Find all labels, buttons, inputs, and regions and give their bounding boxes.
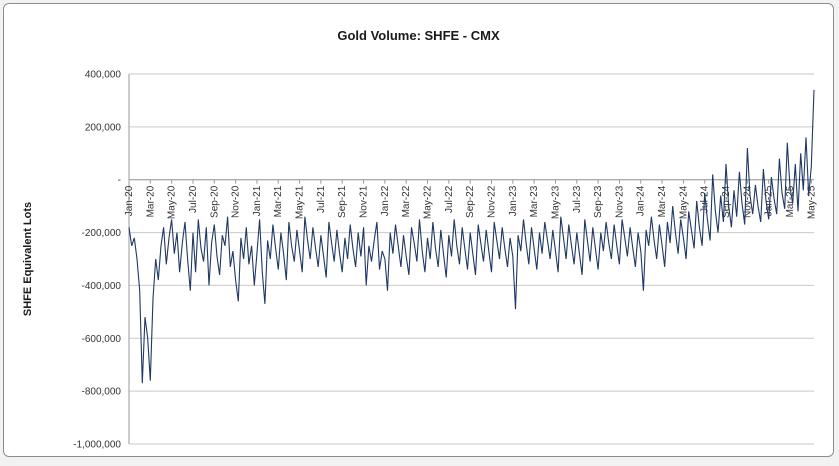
x-tick-label: May-25 <box>806 185 817 219</box>
x-tick-label: Mar-21 <box>273 185 284 217</box>
x-tick-label: Jul-20 <box>188 185 199 213</box>
x-tick-label: Sep-23 <box>593 185 604 218</box>
x-tick-label: Mar-22 <box>401 185 412 217</box>
x-tick-label: Mar-20 <box>145 185 156 217</box>
x-tick-label: Sep-22 <box>465 185 476 218</box>
x-tick-label: Jan-25 <box>764 185 775 216</box>
x-tick-label: Mar-23 <box>529 185 540 217</box>
x-tick-label: Nov-21 <box>359 185 370 218</box>
x-tick-label: Jan-21 <box>252 185 263 216</box>
x-tick-label: Nov-20 <box>231 185 242 218</box>
y-tick-label: 200,000 <box>85 122 122 133</box>
x-tick-label: Jan-22 <box>380 185 391 216</box>
y-tick-label: 400,000 <box>85 70 122 81</box>
x-tick-label: Nov-23 <box>614 185 625 218</box>
x-tick-label: May-21 <box>295 185 306 219</box>
x-tick-label: Jan-23 <box>508 185 519 216</box>
x-tick-label: Nov-24 <box>742 185 753 218</box>
y-tick-label: -600,000 <box>82 334 122 345</box>
y-tick-label: -400,000 <box>82 281 122 292</box>
x-tick-label: May-23 <box>550 185 561 219</box>
series-line <box>128 89 815 384</box>
y-tick-label: -800,000 <box>82 387 122 398</box>
chart-card: Gold Volume: SHFE - CMX SHFE Equivalent … <box>3 3 834 457</box>
x-tick-label: Nov-22 <box>486 185 497 218</box>
y-tick-label: - <box>118 175 121 186</box>
x-tick-label: May-20 <box>167 185 178 219</box>
y-tick-label: -200,000 <box>82 228 122 239</box>
x-tick-label: Jan-20 <box>124 185 135 216</box>
x-tick-label: Jan-24 <box>636 185 647 216</box>
chart-title: Gold Volume: SHFE - CMX <box>337 28 500 43</box>
x-tick-label: May-22 <box>423 185 434 219</box>
x-tick-label: Sep-21 <box>337 185 348 218</box>
x-tick-label: Jul-22 <box>444 185 455 213</box>
x-tick-label: Mar-24 <box>657 185 668 217</box>
x-tick-label: Jul-23 <box>572 185 583 213</box>
y-tick-label: -1,000,000 <box>73 440 121 451</box>
x-tick-label: May-24 <box>678 185 689 219</box>
x-tick-label: Jul-21 <box>316 185 327 213</box>
plot-area: 400,000 200,000 - -200,000 -400,000 -600,000 -… <box>73 70 817 451</box>
x-tick-label: Sep-20 <box>209 185 220 218</box>
x-tick-label: Mar-25 <box>785 185 796 217</box>
x-tick-label: Sep-24 <box>721 185 732 218</box>
